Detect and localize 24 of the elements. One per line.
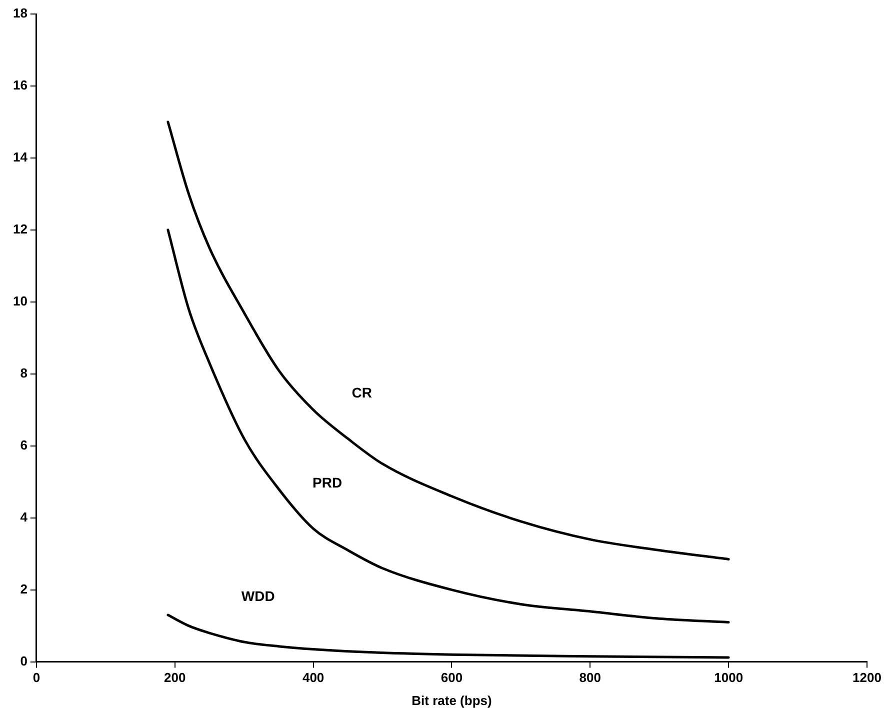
text: CR bbox=[352, 384, 372, 401]
line-series bbox=[166, 120, 730, 560]
x-tick-label: 1200 bbox=[852, 670, 882, 686]
line-series bbox=[166, 614, 730, 659]
y-tick-label: 14 bbox=[12, 150, 28, 165]
y-tick-label: 0 bbox=[20, 653, 28, 668]
y-tick-label: 10 bbox=[12, 293, 28, 308]
y-tick-label: 6 bbox=[20, 437, 28, 452]
y-tick-label: 12 bbox=[12, 222, 28, 237]
line-series bbox=[166, 228, 730, 624]
x-tick-label: 400 bbox=[302, 670, 324, 686]
series-label: PRD bbox=[312, 474, 342, 490]
x-axis-title: Bit rate (bps) bbox=[412, 692, 492, 708]
y-tick-label: 2 bbox=[20, 581, 28, 596]
x-tick-label: 1000 bbox=[714, 670, 744, 686]
y-tick-label: 8 bbox=[20, 365, 28, 380]
x-tick-label: 600 bbox=[440, 670, 463, 686]
text: WDD bbox=[241, 588, 275, 604]
y-tick-label: 4 bbox=[20, 509, 28, 524]
x-tick-label: 800 bbox=[579, 670, 602, 686]
y-tick-label: 16 bbox=[12, 78, 28, 93]
x-tick-label: 0 bbox=[32, 670, 40, 686]
x-tick-label: 200 bbox=[164, 670, 186, 686]
y-tick-label: 18 bbox=[12, 6, 28, 21]
